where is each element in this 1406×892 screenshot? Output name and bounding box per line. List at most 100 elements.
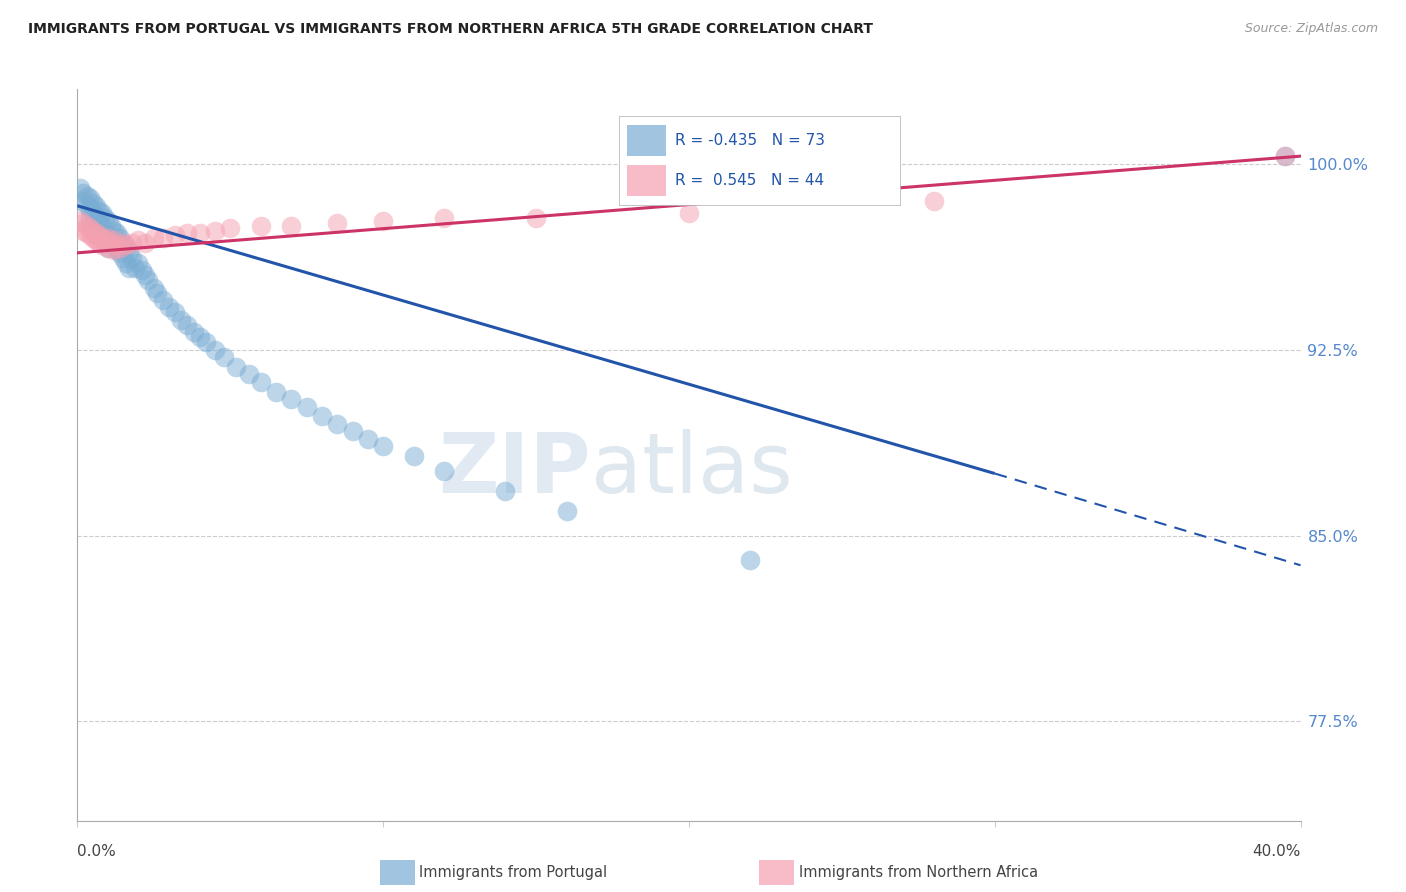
Point [84,221,107,235]
Point [157,301,180,315]
Point [165,305,187,319]
Point [678,206,700,220]
Point [134,235,156,250]
Point [280,392,302,406]
Point [204,223,226,237]
Point [250,375,273,389]
Point [183,325,205,339]
Point [118,245,141,260]
Point [128,256,150,270]
Point [142,280,165,294]
Point [1274,149,1296,163]
Point [134,268,156,282]
Point [84,226,107,240]
Point [69,181,91,195]
Point [76,219,98,233]
Point [97,241,120,255]
Point [357,432,380,446]
Point [97,231,120,245]
Point [495,483,517,498]
Point [84,234,107,248]
Point [194,335,217,350]
Point [90,231,112,245]
Text: Immigrants from Northern Africa: Immigrants from Northern Africa [799,865,1038,880]
Point [176,226,198,240]
Text: 40.0%: 40.0% [1253,845,1301,859]
Point [97,241,120,255]
Point [103,223,125,237]
Text: R =  0.545   N = 44: R = 0.545 N = 44 [675,173,824,187]
Text: 0.0%: 0.0% [77,845,117,859]
Bar [627,125,666,156]
Point [280,219,302,233]
Point [82,206,104,220]
Point [204,343,226,357]
Point [295,400,318,414]
Point [212,350,235,364]
Point [371,213,394,227]
Text: ZIP: ZIP [439,429,591,510]
Point [105,244,128,258]
Point [108,245,131,260]
Point [922,194,945,208]
Point [94,234,117,248]
Point [326,216,349,230]
Point [105,238,128,252]
Point [326,417,349,431]
Point [72,216,94,230]
Point [97,213,120,227]
Point [264,384,287,399]
Point [84,199,107,213]
Point [103,244,125,258]
Point [90,206,112,220]
Point [79,221,101,235]
Point [250,219,273,233]
Point [225,359,247,374]
Point [112,235,135,250]
Point [79,191,101,205]
Point [69,213,91,227]
Point [72,223,94,237]
Point [188,226,211,240]
Point [433,211,456,226]
Point [82,223,104,237]
Point [115,256,138,270]
Point [87,203,110,218]
Point [105,226,128,240]
Point [108,231,131,245]
Point [82,216,104,230]
Point [131,263,153,277]
Point [136,273,159,287]
Point [108,241,131,255]
Point [342,425,364,439]
Point [740,553,762,567]
Point [100,219,122,233]
Point [79,228,101,243]
Point [72,186,94,201]
Point [142,231,165,245]
Point [76,226,98,240]
Point [188,330,211,344]
Point [79,201,101,215]
Point [170,313,193,327]
Point [146,285,169,300]
Bar [627,165,666,196]
Point [1274,149,1296,163]
Point [124,260,146,275]
Point [103,238,125,252]
Point [112,251,135,265]
Point [311,409,333,424]
Point [121,251,143,265]
Point [152,293,174,307]
Point [433,464,456,478]
Point [176,318,198,332]
Point [90,231,112,245]
Point [87,228,110,243]
Text: Immigrants from Portugal: Immigrants from Portugal [419,865,607,880]
Point [128,234,150,248]
Point [112,235,135,250]
Point [87,235,110,250]
Point [152,231,174,245]
Point [555,504,578,518]
Point [76,189,98,203]
